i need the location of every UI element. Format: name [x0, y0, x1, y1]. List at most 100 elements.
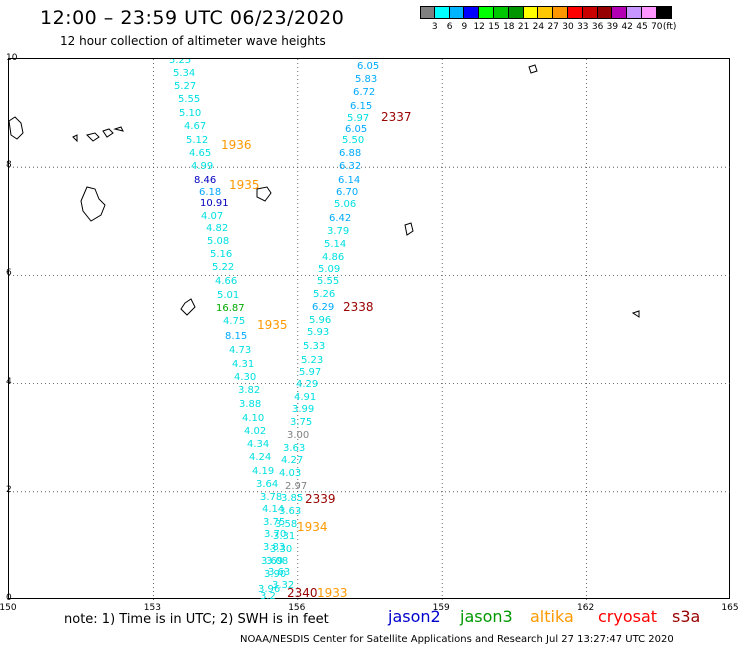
legend-swatch [449, 6, 465, 19]
pass-time-label: 1933 [317, 586, 348, 600]
wave-height-value: 3.64 [256, 479, 278, 490]
legend-swatch [612, 6, 628, 19]
wave-height-value: 5.09 [318, 264, 340, 275]
island-outline [102, 128, 114, 138]
color-legend-labels: 3 6 9 12 15 18 21 24 27 30 33 36 39 42 45 70 (ft) [420, 22, 740, 34]
wave-height-value: 3.75 [263, 517, 285, 528]
legend-label: 27 [547, 22, 559, 32]
legend-label: 36 [591, 22, 604, 32]
wave-height-value: 5.06 [334, 199, 356, 210]
island-outline [9, 116, 24, 140]
wave-height-value: 5.08 [207, 236, 229, 247]
wave-height-value: 4.75 [223, 316, 245, 327]
wave-height-value: 4.10 [242, 413, 264, 424]
satellite-jason2: jason2 [388, 607, 441, 626]
wave-height-value: 3.69 [261, 556, 283, 567]
wave-height-value: 4.73 [229, 345, 251, 356]
wave-height-value: 3.31 [273, 531, 295, 542]
wave-height-value: 4.03 [279, 468, 301, 479]
island-outline [80, 186, 106, 222]
legend-swatch [479, 6, 494, 19]
wave-height-value: 5.25 [169, 59, 191, 66]
wave-height-value: 3.99 [292, 404, 314, 415]
island-outline [528, 64, 538, 74]
wave-height-value: 3.82 [238, 385, 260, 396]
wave-height-value: 5.33 [303, 341, 325, 352]
wave-height-value: 4.65 [189, 148, 211, 159]
wave-height-value: 3.96 [258, 584, 280, 595]
wave-height-value: 3.63 [283, 443, 305, 454]
legend-swatch [464, 6, 480, 19]
wave-height-value: 6.05 [357, 61, 379, 72]
wave-height-value: 5.27 [174, 81, 196, 92]
wave-height-value: 3.83 [263, 542, 285, 553]
wave-height-value: 5.97 [347, 113, 369, 124]
satellite-cryosat: cryosat [598, 607, 658, 626]
x-tick-label: 165 [721, 603, 739, 613]
legend-swatch [420, 6, 435, 19]
wave-height-value: 3.32 [272, 580, 294, 591]
map-canvas: 5.25 5.34 5.27 5.55 5.10 4.67 5.12 4.65 4.99 8.46… [9, 59, 731, 600]
legend-swatch [582, 6, 598, 19]
legend-label: 21 [517, 22, 530, 32]
legend-swatch [553, 6, 568, 19]
wave-height-value: 5.10 [179, 108, 201, 119]
legend-label: 9 [461, 22, 468, 32]
wave-height-value: 6.70 [336, 187, 358, 198]
page-subtitle: 12 hour collection of altimeter wave hei… [60, 34, 326, 48]
legend-label: (ft) [662, 22, 677, 32]
x-tick-label: 162 [577, 603, 595, 613]
wave-height-value: 5.12 [186, 135, 208, 146]
wave-height-value: 4.31 [232, 359, 254, 370]
wave-height-value: 3.00 [287, 430, 309, 441]
y-tick-label: 4 [6, 376, 12, 387]
wave-height-value: 4.66 [215, 276, 237, 287]
wave-height-value: 3.88 [239, 399, 261, 410]
island-outline [180, 298, 196, 316]
wave-height-value: 3.70 [264, 529, 286, 540]
wave-height-value: 2.97 [285, 481, 307, 492]
wave-height-value: 4.30 [234, 372, 256, 383]
wave-height-value: 3.63 [279, 506, 301, 517]
satellite-s3a: s3a [672, 607, 701, 626]
footer-credit: NOAA/NESDIS Center for Satellite Applica… [240, 634, 674, 645]
y-tick-label: 2 [6, 484, 12, 495]
pass-time-label: 2340 [287, 586, 318, 600]
legend-label: 6 [446, 22, 453, 32]
island-outline [631, 310, 640, 318]
wave-height-value: 5.55 [178, 94, 200, 105]
legend-label: 42 [621, 22, 633, 32]
wave-height-value: 3.08 [266, 556, 288, 567]
wave-height-value: 4.34 [247, 439, 269, 450]
wave-height-value: 5.14 [324, 239, 346, 250]
wave-height-value: 4.99 [191, 161, 213, 172]
pass-time-label: 1935 [257, 318, 288, 332]
island-outline [404, 222, 414, 236]
legend-label: 15 [488, 22, 500, 32]
y-tick-label: 10 [6, 53, 18, 63]
pass-time-label: 2339 [305, 492, 336, 506]
wave-height-value: 4.14 [262, 504, 284, 515]
legend-label: 70 [651, 22, 663, 32]
wave-height-value: 5.97 [299, 367, 321, 378]
pass-time-label: 1936 [221, 138, 252, 152]
wave-height-value: 6.05 [345, 124, 367, 135]
island-outline [256, 186, 272, 202]
legend-swatch [434, 6, 450, 19]
wave-height-value: 5.16 [210, 249, 232, 260]
wave-height-value: 6.29 [312, 302, 334, 313]
wave-height-value: 8.15 [225, 331, 247, 342]
satellite-jason3: jason3 [460, 607, 513, 626]
wave-height-value: 6.42 [329, 213, 351, 224]
x-tick-label: 156 [288, 603, 306, 613]
legend-label: 24 [532, 22, 545, 32]
wave-height-value: 5.26 [313, 289, 335, 300]
wave-height-value: 3.79 [327, 226, 349, 237]
wave-height-value: 5.50 [342, 135, 364, 146]
wave-height-value: 5.55 [317, 276, 339, 287]
island-outline [72, 134, 78, 143]
wave-height-value: 3.30 [270, 544, 292, 555]
wave-height-value: 4.29 [296, 379, 318, 390]
wave-height-value: 10.91 [200, 198, 229, 209]
wave-height-value: 6.32 [339, 161, 361, 172]
